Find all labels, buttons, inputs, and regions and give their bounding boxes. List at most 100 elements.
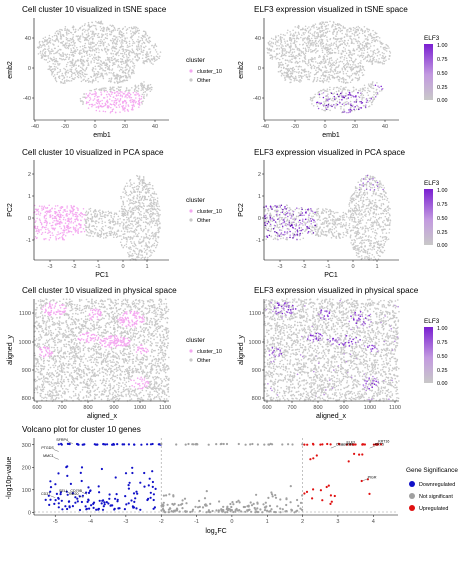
data-point — [323, 104, 325, 106]
data-point — [121, 95, 123, 97]
data-point — [357, 91, 359, 94]
data-point — [304, 58, 307, 60]
data-point — [129, 67, 131, 69]
data-point — [296, 49, 299, 51]
data-point — [352, 26, 355, 29]
data-point — [94, 221, 96, 223]
data-point — [281, 63, 284, 65]
data-point — [86, 101, 88, 104]
data-point — [347, 49, 350, 52]
data-point — [285, 51, 287, 53]
data-point — [119, 33, 121, 35]
data-point — [97, 21, 100, 24]
data-point — [329, 62, 332, 64]
legend-entry: cluster_10 — [197, 209, 222, 215]
data-point — [153, 47, 155, 49]
data-point — [365, 56, 367, 58]
data-point — [84, 37, 87, 39]
data-point — [367, 43, 369, 45]
data-point — [330, 66, 333, 68]
data-point — [129, 61, 132, 63]
data-point — [91, 49, 94, 52]
data-point — [326, 30, 329, 33]
data-point — [153, 208, 156, 210]
data-point — [79, 75, 82, 78]
data-point — [131, 98, 133, 101]
data-point — [120, 76, 122, 79]
data-point — [70, 31, 73, 34]
data-point — [314, 211, 316, 214]
data-point — [130, 71, 133, 74]
data-point — [48, 68, 51, 70]
data-point — [294, 231, 297, 233]
data-point — [94, 93, 97, 95]
data-point — [129, 95, 131, 97]
data-point — [363, 69, 366, 71]
data-point — [138, 251, 140, 253]
data-point — [135, 97, 137, 99]
data-point — [275, 58, 278, 60]
data-point — [353, 72, 356, 74]
data-point — [141, 187, 144, 189]
data-point — [111, 69, 113, 71]
data-point — [113, 220, 115, 223]
data-point — [285, 52, 287, 54]
data-point — [369, 55, 372, 58]
data-point — [151, 192, 154, 195]
data-point — [140, 254, 142, 256]
data-point — [43, 238, 45, 241]
data-point — [154, 49, 157, 51]
data-point — [103, 97, 106, 99]
legend-swatch-other — [189, 218, 193, 222]
data-point — [131, 44, 134, 47]
y-ticks: -40 0 40 — [253, 36, 264, 102]
data-point — [112, 234, 115, 236]
data-point — [133, 72, 135, 75]
data-point — [85, 29, 87, 32]
data-point — [124, 190, 127, 192]
data-point — [270, 42, 272, 45]
data-point — [334, 37, 337, 40]
data-point — [70, 79, 73, 82]
data-point — [93, 53, 96, 56]
data-point — [303, 221, 305, 223]
data-point — [81, 52, 83, 54]
data-point — [366, 28, 369, 31]
data-point — [56, 233, 58, 236]
data-point — [287, 64, 290, 66]
data-point — [134, 209, 136, 211]
data-point — [118, 69, 121, 72]
data-point — [88, 224, 91, 226]
data-point — [341, 60, 344, 63]
data-point — [125, 87, 128, 89]
data-point — [76, 48, 79, 51]
data-point — [119, 91, 122, 93]
data-point — [295, 60, 297, 63]
data-point — [133, 235, 135, 237]
data-point — [47, 57, 50, 59]
data-point — [136, 225, 139, 228]
data-point — [141, 84, 144, 87]
data-point — [87, 107, 90, 109]
data-point — [290, 49, 292, 51]
data-point — [60, 214, 62, 216]
data-point — [144, 236, 146, 239]
data-point — [52, 75, 55, 78]
data-point — [140, 216, 143, 219]
data-point — [284, 76, 286, 78]
data-point — [78, 37, 80, 40]
x-ticks: -3 -2 -1 0 1 — [48, 260, 149, 270]
data-point — [106, 235, 109, 237]
data-point — [53, 74, 56, 76]
x-tick-label: 1 — [145, 264, 148, 270]
data-point — [105, 237, 107, 239]
x-tick-label: 20 — [122, 124, 128, 130]
data-point — [95, 220, 98, 222]
data-point — [284, 206, 286, 208]
data-point — [156, 214, 158, 217]
data-point — [120, 46, 122, 49]
data-point — [309, 99, 312, 101]
data-point — [267, 48, 269, 51]
data-point — [80, 231, 83, 233]
colorbar-tick: 0.75 — [437, 57, 448, 63]
